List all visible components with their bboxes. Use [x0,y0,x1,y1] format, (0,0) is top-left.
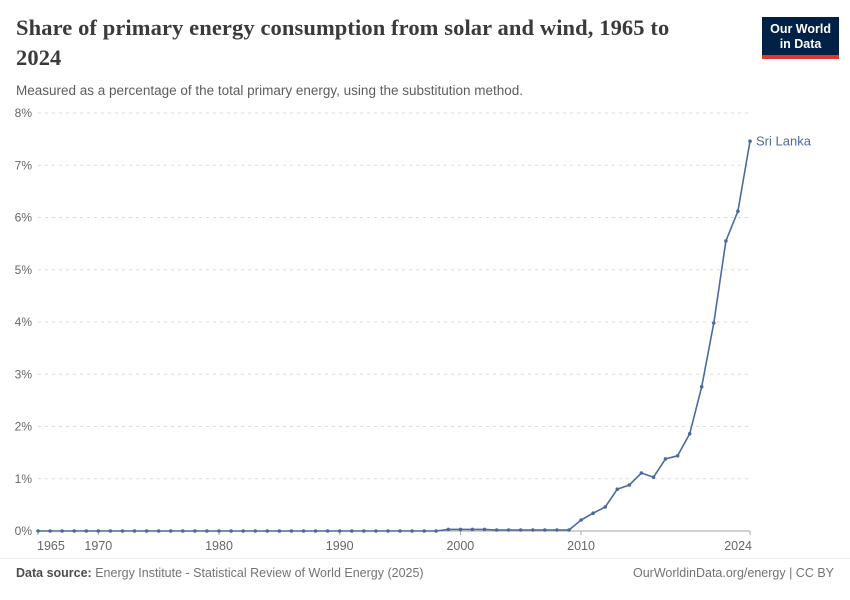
data-point [374,529,378,533]
series-label-sri-lanka[interactable]: Sri Lanka [756,134,812,149]
data-point [518,528,523,532]
data-point [531,528,535,532]
data-point [193,529,197,533]
data-point [144,529,149,533]
data-point [132,529,137,533]
owid-logo[interactable]: Our World in Data [762,17,839,59]
data-point [337,529,342,533]
data-point [591,511,595,515]
data-point [543,528,547,532]
data-point [313,529,318,533]
data-point [362,529,366,533]
y-axis-tick-label: 8% [15,106,33,120]
data-point [422,529,427,533]
data-point [651,475,656,480]
data-point [434,529,439,533]
data-point [398,529,402,533]
x-axis-tick-label: 2010 [567,539,595,553]
data-point [482,527,487,532]
data-point [506,528,511,532]
data-point [615,487,620,492]
data-point [579,518,583,522]
data-point [699,385,704,389]
data-point [265,529,270,533]
data-point [724,239,728,243]
chart-title: Share of primary energy consumption from… [16,13,669,73]
y-axis-tick-label: 1% [15,472,33,486]
data-point [470,527,475,532]
data-point [120,529,125,533]
data-point [386,529,390,533]
chart-title-line2: 2024 [16,44,62,70]
data-point [410,529,414,533]
data-point [36,529,40,533]
data-source-label: Data source: [16,566,92,580]
owid-logo-line2: in Data [779,36,822,51]
data-point [350,529,354,533]
data-point [555,528,559,532]
data-point [60,529,64,533]
y-axis-tick-label: 2% [15,420,33,434]
data-point [277,529,282,533]
data-point [736,209,740,213]
data-point [748,139,752,143]
data-point [84,529,89,533]
x-axis-tick-label: 1990 [326,539,354,553]
owid-cc-by-link[interactable]: OurWorldinData.org/energy | CC BY [632,566,834,580]
y-axis-tick-label: 3% [15,367,33,381]
x-axis-tick-label: 2000 [446,539,474,553]
data-point [603,505,607,509]
x-axis-tick-label: 1965 [37,539,65,553]
data-point [301,529,306,533]
data-point [639,471,644,475]
chart-subtitle: Measured as a percentage of the total pr… [16,82,524,98]
x-axis-tick-label: 1980 [205,539,233,553]
chart-title-line1: Share of primary energy consumption from… [16,15,670,40]
data-point [241,529,245,533]
owid-logo-line1: Our World [770,22,831,36]
data-source-value: Energy Institute - Statistical Review of… [91,566,424,580]
y-axis-tick-label: 0% [15,524,33,538]
y-axis-tick-label: 4% [15,315,33,329]
sri-lanka-line[interactable] [38,141,751,532]
y-axis-tick-label: 6% [15,211,33,225]
data-point [446,527,451,532]
data-point [48,529,52,533]
data-point [663,457,668,461]
data-point [72,529,76,533]
data-point [712,321,716,325]
data-point [627,483,632,487]
data-point [687,432,692,436]
data-point [205,529,209,533]
data-point [229,529,233,533]
chart-footer: Data source: Energy Institute - Statisti… [0,558,850,600]
data-point [675,454,680,458]
data-source: Data source: Energy Institute - Statisti… [16,566,424,580]
data-point [253,529,257,533]
y-axis-tick-label: 5% [15,263,33,277]
data-point [458,527,463,532]
y-axis-tick-label: 7% [15,158,33,172]
data-point [96,529,101,533]
x-axis-tick-label: 1970 [84,539,112,553]
data-point [494,528,499,532]
data-point [181,529,185,533]
chart-header: Share of primary energy consumption from… [16,13,669,98]
x-axis-tick-label: 2024 [724,539,752,553]
data-point [567,528,571,532]
data-point [168,529,173,533]
data-point [217,529,221,533]
data-point [325,529,330,533]
data-point [156,529,161,533]
data-point [108,529,113,533]
data-point [289,529,294,533]
